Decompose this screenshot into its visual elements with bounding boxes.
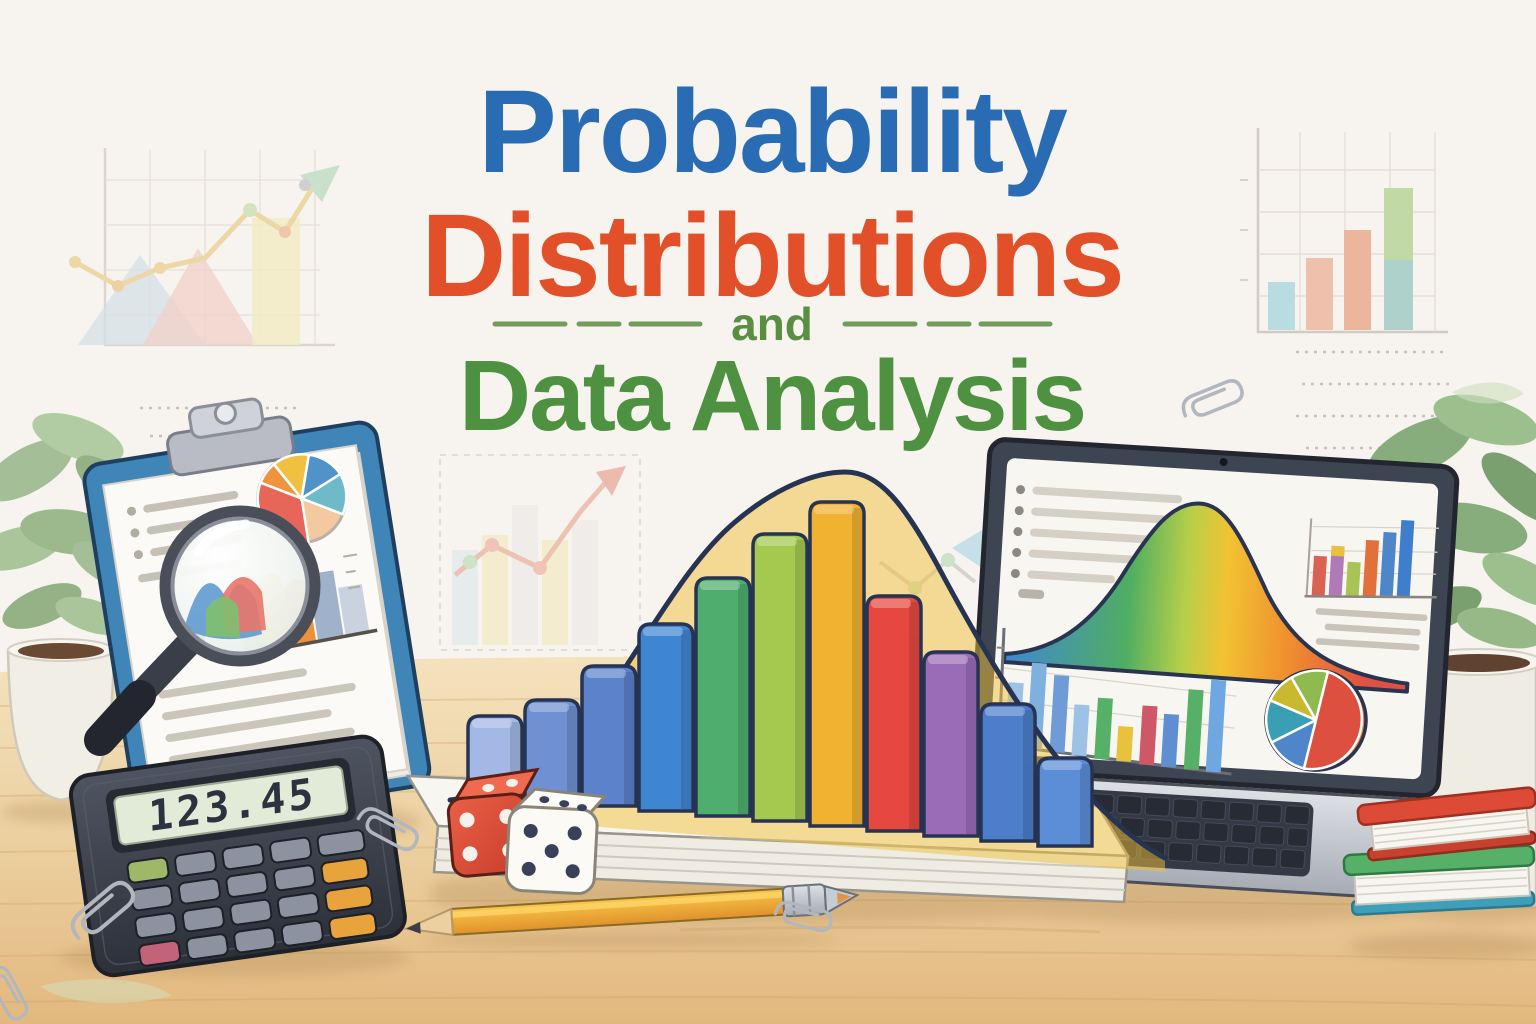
faint-chart-topleft (69, 148, 340, 347)
histogram-bar (523, 698, 581, 803)
histogram-bar (694, 576, 752, 818)
clipboard-text-lines-bottom (158, 668, 356, 786)
histogram-bar (808, 500, 866, 828)
faint-chart-middle-left (439, 454, 641, 651)
white-die (504, 787, 608, 896)
title-line1: Probability (478, 66, 1067, 198)
leaf-icon (1452, 382, 1524, 404)
laptop-distribution-curve (1001, 501, 1410, 694)
title-connector: and (731, 298, 813, 350)
title-block: Probability Distributions and Data Analy… (421, 66, 1125, 452)
calculator-keypad (126, 829, 378, 967)
histogram-bar (580, 664, 638, 808)
laptop-bar-chart-small (1304, 518, 1439, 651)
histogram-bar (865, 594, 923, 833)
book-stack (1342, 786, 1536, 916)
laptop-webcam-icon (1219, 457, 1228, 466)
calculator: 123.45 (68, 734, 407, 978)
faint-chart-topright (1240, 128, 1448, 334)
magnifying-glass-icon (84, 505, 321, 756)
clipboard-clip (166, 397, 295, 477)
title-line2: Distributions (421, 190, 1123, 322)
top-book (1356, 786, 1536, 862)
calculator-lcd (113, 765, 349, 846)
leaf-icon (40, 979, 172, 1003)
laptop-pie-chart (1264, 668, 1368, 772)
histogram-bar (922, 650, 980, 838)
pencil (402, 883, 860, 937)
histogram-bar (979, 702, 1037, 843)
histogram-bar (751, 532, 809, 823)
histogram-bar (637, 622, 695, 813)
histogram-bar (1036, 756, 1094, 848)
title-line3: Data Analysis (459, 340, 1085, 452)
clipboard-pie-chart (256, 452, 348, 544)
bottom-book (1342, 844, 1536, 916)
central-histogram (447, 469, 1168, 872)
